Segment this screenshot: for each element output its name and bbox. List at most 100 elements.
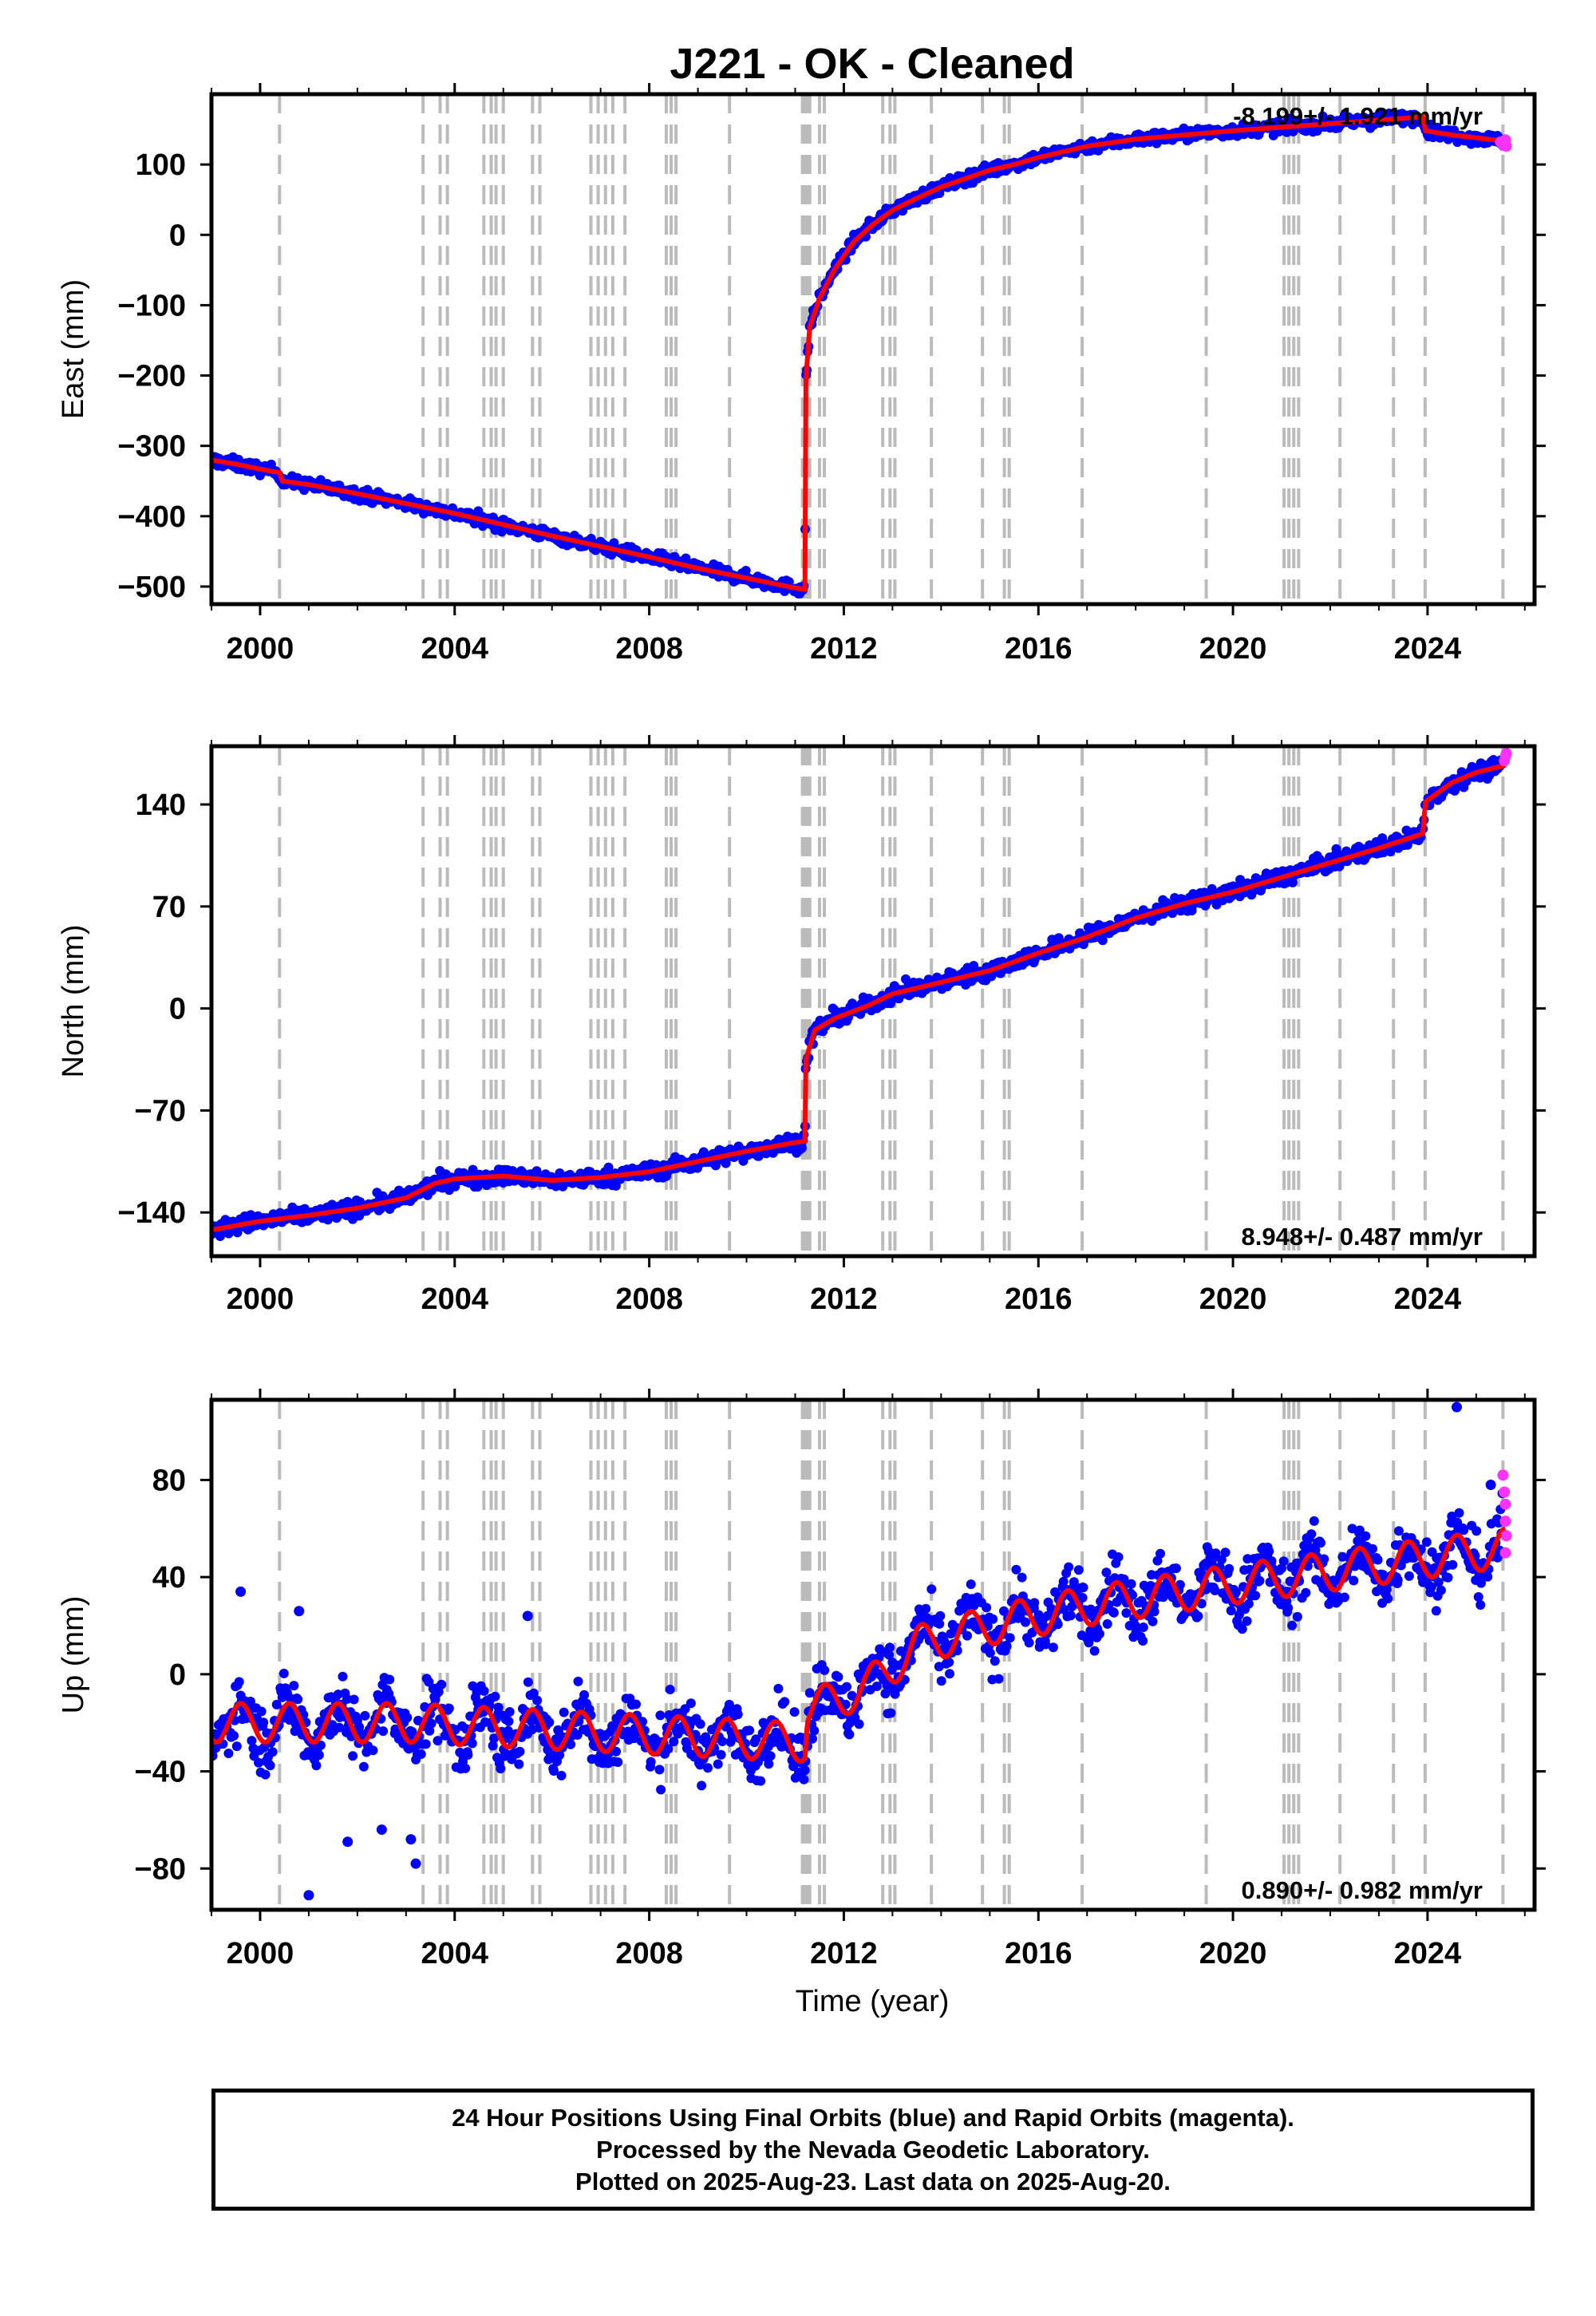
data-point (800, 1765, 810, 1776)
data-point (1193, 1611, 1203, 1622)
panels-layer: 2000 2004 2008 2012 2016 2020 2024−500−400−300… (57, 83, 1546, 1970)
data-point (655, 1710, 666, 1721)
x-tick-label: 2008 (615, 632, 683, 666)
data-point (840, 1699, 851, 1709)
data-point (1448, 1559, 1458, 1570)
data-point (528, 1688, 539, 1698)
data-point (789, 1707, 800, 1717)
data-point (1005, 1633, 1015, 1643)
data-point (1078, 1583, 1088, 1593)
footer-line-plotted: Plotted on 2025-Aug-23. Last data on 202… (575, 2167, 1171, 2195)
data-point (232, 1227, 243, 1238)
data-point (745, 1725, 755, 1736)
data-point (1102, 1618, 1112, 1629)
rapid-point (1500, 1530, 1512, 1542)
data-point (985, 1648, 995, 1658)
data-point (490, 1691, 500, 1701)
data-point (1383, 1594, 1393, 1604)
y-tick-label: 0 (169, 1658, 186, 1692)
outlier-point (405, 1834, 417, 1845)
data-point (425, 1725, 435, 1736)
data-point (573, 1676, 583, 1686)
data-point (437, 1679, 447, 1690)
data-point (496, 1764, 506, 1774)
data-point (267, 1747, 278, 1757)
chart-title: J221 - OK - Cleaned (670, 40, 1074, 88)
data-point (1292, 1611, 1302, 1622)
data-point (756, 1776, 766, 1786)
data-point (842, 1682, 851, 1692)
data-point (1309, 1516, 1319, 1526)
plot-frame (209, 92, 1537, 607)
data-point (935, 1611, 946, 1621)
data-point (944, 1657, 954, 1667)
data-point (809, 1725, 820, 1736)
data-point (1113, 1552, 1124, 1562)
data-point (773, 1683, 784, 1694)
y-tick-label: −500 (117, 571, 186, 604)
y-tick-label: 0 (169, 993, 186, 1026)
data-point (315, 1740, 326, 1750)
data-point (890, 1689, 900, 1699)
y-tick-label: −300 (117, 430, 186, 464)
data-point (488, 1741, 498, 1751)
data-point (611, 1746, 621, 1757)
y-axis-label: Up (mm) (57, 1596, 90, 1714)
data-point (247, 1736, 257, 1746)
data-point (504, 1716, 514, 1726)
outlier-point (410, 1858, 421, 1869)
y-tick-label: −400 (117, 500, 186, 534)
x-tick-label: 2004 (421, 1282, 489, 1316)
data-point (833, 1672, 843, 1682)
data-point (764, 1759, 774, 1769)
data-point (1171, 1563, 1181, 1574)
data-point (741, 566, 751, 575)
data-point (1029, 1598, 1040, 1608)
data-point (884, 1650, 895, 1660)
data-point (1421, 1537, 1432, 1547)
data-point (566, 1739, 576, 1749)
data-point (1089, 1646, 1100, 1656)
x-tick-label: 2020 (1199, 1937, 1267, 1970)
data-point (1316, 1538, 1325, 1548)
rapid-point (1500, 748, 1512, 760)
data-point (493, 1702, 504, 1713)
data-point (994, 1674, 1004, 1684)
data-point (999, 1606, 1009, 1616)
data-point (515, 1746, 525, 1757)
data-point (982, 1603, 992, 1613)
data-point (559, 1707, 569, 1717)
data-point (1094, 1629, 1104, 1639)
outlier-point (522, 1611, 533, 1622)
panel-east: 2000 2004 2008 2012 2016 2020 2024 −500 −400 −300… (57, 83, 1546, 666)
data-point (1156, 1548, 1165, 1559)
data-point (654, 1765, 665, 1775)
data-point (1242, 1616, 1252, 1626)
data-point (1097, 935, 1108, 946)
data-point (460, 1763, 471, 1773)
data-point (1121, 1608, 1132, 1618)
data-point (733, 1709, 743, 1720)
data-point (1064, 1562, 1074, 1572)
data-point (685, 1698, 696, 1709)
data-point (256, 1706, 267, 1717)
data-point (1278, 1556, 1289, 1567)
rapid-point (1499, 1516, 1511, 1528)
data-point (724, 1699, 734, 1709)
data-point (609, 538, 619, 548)
footer-line-orbits: 24 Hour Positions Using Final Orbits (bl… (452, 2103, 1294, 2132)
data-point (1084, 1638, 1094, 1648)
data-point (1220, 1547, 1231, 1558)
data-point (358, 1761, 369, 1772)
data-point (444, 1703, 454, 1713)
data-point (231, 1741, 242, 1752)
data-point (314, 1750, 324, 1761)
rapid-point (1499, 1547, 1511, 1559)
x-tick-label: 2020 (1199, 632, 1267, 666)
data-point (1226, 1606, 1236, 1616)
data-point (368, 1745, 378, 1756)
outlier-point (294, 1606, 305, 1617)
data-point (1339, 1592, 1349, 1603)
data-point (531, 1166, 542, 1176)
